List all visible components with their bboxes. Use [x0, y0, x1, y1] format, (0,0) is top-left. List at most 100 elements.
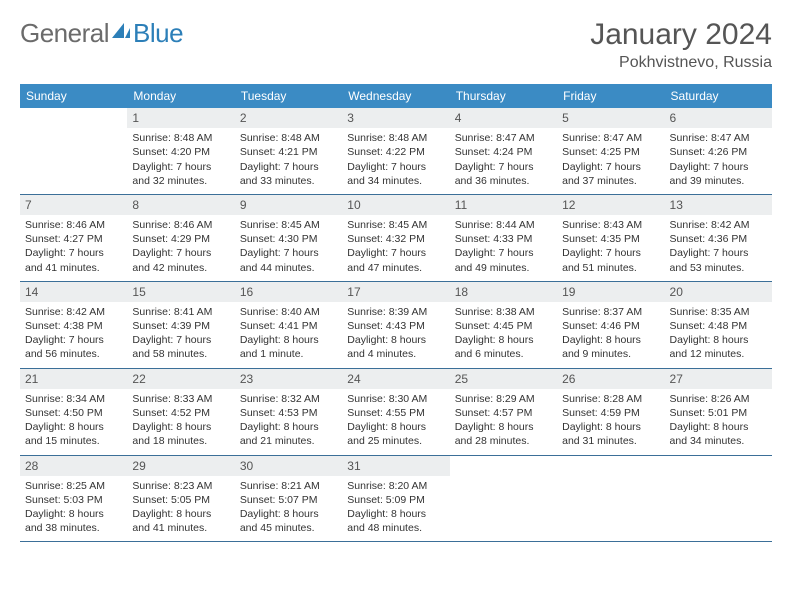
day-body: Sunrise: 8:35 AMSunset: 4:48 PMDaylight:…: [665, 302, 772, 368]
daylight-text: Daylight: 7 hours and 42 minutes.: [132, 246, 229, 274]
daylight-text: Daylight: 8 hours and 45 minutes.: [240, 507, 337, 535]
day-body: Sunrise: 8:25 AMSunset: 5:03 PMDaylight:…: [20, 476, 127, 542]
sunset-text: Sunset: 4:57 PM: [455, 406, 552, 420]
day-number: 12: [557, 195, 664, 215]
daylight-text: Daylight: 8 hours and 31 minutes.: [562, 420, 659, 448]
day-number: 25: [450, 369, 557, 389]
sunset-text: Sunset: 4:21 PM: [240, 145, 337, 159]
sunset-text: Sunset: 4:52 PM: [132, 406, 229, 420]
day-number: 30: [235, 456, 342, 476]
sunset-text: Sunset: 4:20 PM: [132, 145, 229, 159]
sunset-text: Sunset: 4:46 PM: [562, 319, 659, 333]
week-row: 21Sunrise: 8:34 AMSunset: 4:50 PMDayligh…: [20, 369, 772, 456]
day-cell: 22Sunrise: 8:33 AMSunset: 4:52 PMDayligh…: [127, 369, 234, 455]
day-number: 10: [342, 195, 449, 215]
day-cell: 12Sunrise: 8:43 AMSunset: 4:35 PMDayligh…: [557, 195, 664, 281]
sunrise-text: Sunrise: 8:47 AM: [670, 131, 767, 145]
dow-header: Saturday: [665, 84, 772, 108]
day-body: Sunrise: 8:47 AMSunset: 4:26 PMDaylight:…: [665, 128, 772, 194]
daylight-text: Daylight: 7 hours and 37 minutes.: [562, 160, 659, 188]
daylight-text: Daylight: 7 hours and 36 minutes.: [455, 160, 552, 188]
sunrise-text: Sunrise: 8:42 AM: [670, 218, 767, 232]
sunrise-text: Sunrise: 8:45 AM: [347, 218, 444, 232]
day-number: 8: [127, 195, 234, 215]
daylight-text: Daylight: 7 hours and 49 minutes.: [455, 246, 552, 274]
sunrise-text: Sunrise: 8:41 AM: [132, 305, 229, 319]
sunset-text: Sunset: 4:53 PM: [240, 406, 337, 420]
day-cell: 18Sunrise: 8:38 AMSunset: 4:45 PMDayligh…: [450, 282, 557, 368]
sunrise-text: Sunrise: 8:48 AM: [132, 131, 229, 145]
weeks-container: 1Sunrise: 8:48 AMSunset: 4:20 PMDaylight…: [20, 108, 772, 542]
day-number: 4: [450, 108, 557, 128]
sunset-text: Sunset: 4:35 PM: [562, 232, 659, 246]
sunrise-text: Sunrise: 8:25 AM: [25, 479, 122, 493]
sunset-text: Sunset: 4:59 PM: [562, 406, 659, 420]
day-body: Sunrise: 8:21 AMSunset: 5:07 PMDaylight:…: [235, 476, 342, 542]
day-number: 3: [342, 108, 449, 128]
title-block: January 2024 Pokhvistnevo, Russia: [590, 18, 772, 72]
day-number: 5: [557, 108, 664, 128]
sunset-text: Sunset: 4:32 PM: [347, 232, 444, 246]
sunrise-text: Sunrise: 8:29 AM: [455, 392, 552, 406]
day-number: 19: [557, 282, 664, 302]
day-cell: 11Sunrise: 8:44 AMSunset: 4:33 PMDayligh…: [450, 195, 557, 281]
day-body: Sunrise: 8:39 AMSunset: 4:43 PMDaylight:…: [342, 302, 449, 368]
day-number: 20: [665, 282, 772, 302]
day-body: Sunrise: 8:45 AMSunset: 4:32 PMDaylight:…: [342, 215, 449, 281]
sunset-text: Sunset: 4:22 PM: [347, 145, 444, 159]
sunrise-text: Sunrise: 8:45 AM: [240, 218, 337, 232]
day-body: Sunrise: 8:46 AMSunset: 4:29 PMDaylight:…: [127, 215, 234, 281]
daylight-text: Daylight: 7 hours and 53 minutes.: [670, 246, 767, 274]
day-cell: 14Sunrise: 8:42 AMSunset: 4:38 PMDayligh…: [20, 282, 127, 368]
day-cell: [20, 108, 127, 194]
day-body: Sunrise: 8:48 AMSunset: 4:22 PMDaylight:…: [342, 128, 449, 194]
sunset-text: Sunset: 4:41 PM: [240, 319, 337, 333]
daylight-text: Daylight: 7 hours and 58 minutes.: [132, 333, 229, 361]
day-cell: 16Sunrise: 8:40 AMSunset: 4:41 PMDayligh…: [235, 282, 342, 368]
sunset-text: Sunset: 4:24 PM: [455, 145, 552, 159]
day-cell: 2Sunrise: 8:48 AMSunset: 4:21 PMDaylight…: [235, 108, 342, 194]
daylight-text: Daylight: 7 hours and 32 minutes.: [132, 160, 229, 188]
sunset-text: Sunset: 5:01 PM: [670, 406, 767, 420]
day-body: Sunrise: 8:48 AMSunset: 4:21 PMDaylight:…: [235, 128, 342, 194]
daylight-text: Daylight: 7 hours and 56 minutes.: [25, 333, 122, 361]
sunrise-text: Sunrise: 8:34 AM: [25, 392, 122, 406]
sunrise-text: Sunrise: 8:20 AM: [347, 479, 444, 493]
day-body: Sunrise: 8:32 AMSunset: 4:53 PMDaylight:…: [235, 389, 342, 455]
logo-sail-icon: [110, 18, 132, 49]
dow-header: Sunday: [20, 84, 127, 108]
day-number: 26: [557, 369, 664, 389]
day-number: 11: [450, 195, 557, 215]
daylight-text: Daylight: 8 hours and 15 minutes.: [25, 420, 122, 448]
sunset-text: Sunset: 4:45 PM: [455, 319, 552, 333]
day-cell: 30Sunrise: 8:21 AMSunset: 5:07 PMDayligh…: [235, 456, 342, 542]
day-cell: 26Sunrise: 8:28 AMSunset: 4:59 PMDayligh…: [557, 369, 664, 455]
day-cell: 10Sunrise: 8:45 AMSunset: 4:32 PMDayligh…: [342, 195, 449, 281]
dow-header: Wednesday: [342, 84, 449, 108]
day-number: 2: [235, 108, 342, 128]
sunrise-text: Sunrise: 8:26 AM: [670, 392, 767, 406]
day-cell: 9Sunrise: 8:45 AMSunset: 4:30 PMDaylight…: [235, 195, 342, 281]
sunset-text: Sunset: 5:09 PM: [347, 493, 444, 507]
day-cell: 1 Sunrise: 8:48 AMSunset: 4:20 PMDaylight…: [127, 108, 234, 194]
sunrise-text: Sunrise: 8:40 AM: [240, 305, 337, 319]
sunset-text: Sunset: 4:55 PM: [347, 406, 444, 420]
sunrise-text: Sunrise: 8:23 AM: [132, 479, 229, 493]
dow-header: Thursday: [450, 84, 557, 108]
sunset-text: Sunset: 4:29 PM: [132, 232, 229, 246]
day-number: 15: [127, 282, 234, 302]
day-number: 1: [127, 108, 234, 128]
daylight-text: Daylight: 8 hours and 18 minutes.: [132, 420, 229, 448]
sunrise-text: Sunrise: 8:47 AM: [562, 131, 659, 145]
day-cell: 19Sunrise: 8:37 AMSunset: 4:46 PMDayligh…: [557, 282, 664, 368]
sunset-text: Sunset: 4:43 PM: [347, 319, 444, 333]
sunrise-text: Sunrise: 8:32 AM: [240, 392, 337, 406]
day-cell: 13Sunrise: 8:42 AMSunset: 4:36 PMDayligh…: [665, 195, 772, 281]
dow-header: Tuesday: [235, 84, 342, 108]
day-cell: 27Sunrise: 8:26 AMSunset: 5:01 PMDayligh…: [665, 369, 772, 455]
day-body: Sunrise: 8:23 AMSunset: 5:05 PMDaylight:…: [127, 476, 234, 542]
dow-header: Friday: [557, 84, 664, 108]
sunset-text: Sunset: 4:33 PM: [455, 232, 552, 246]
day-cell: 4Sunrise: 8:47 AMSunset: 4:24 PMDaylight…: [450, 108, 557, 194]
day-number: 17: [342, 282, 449, 302]
